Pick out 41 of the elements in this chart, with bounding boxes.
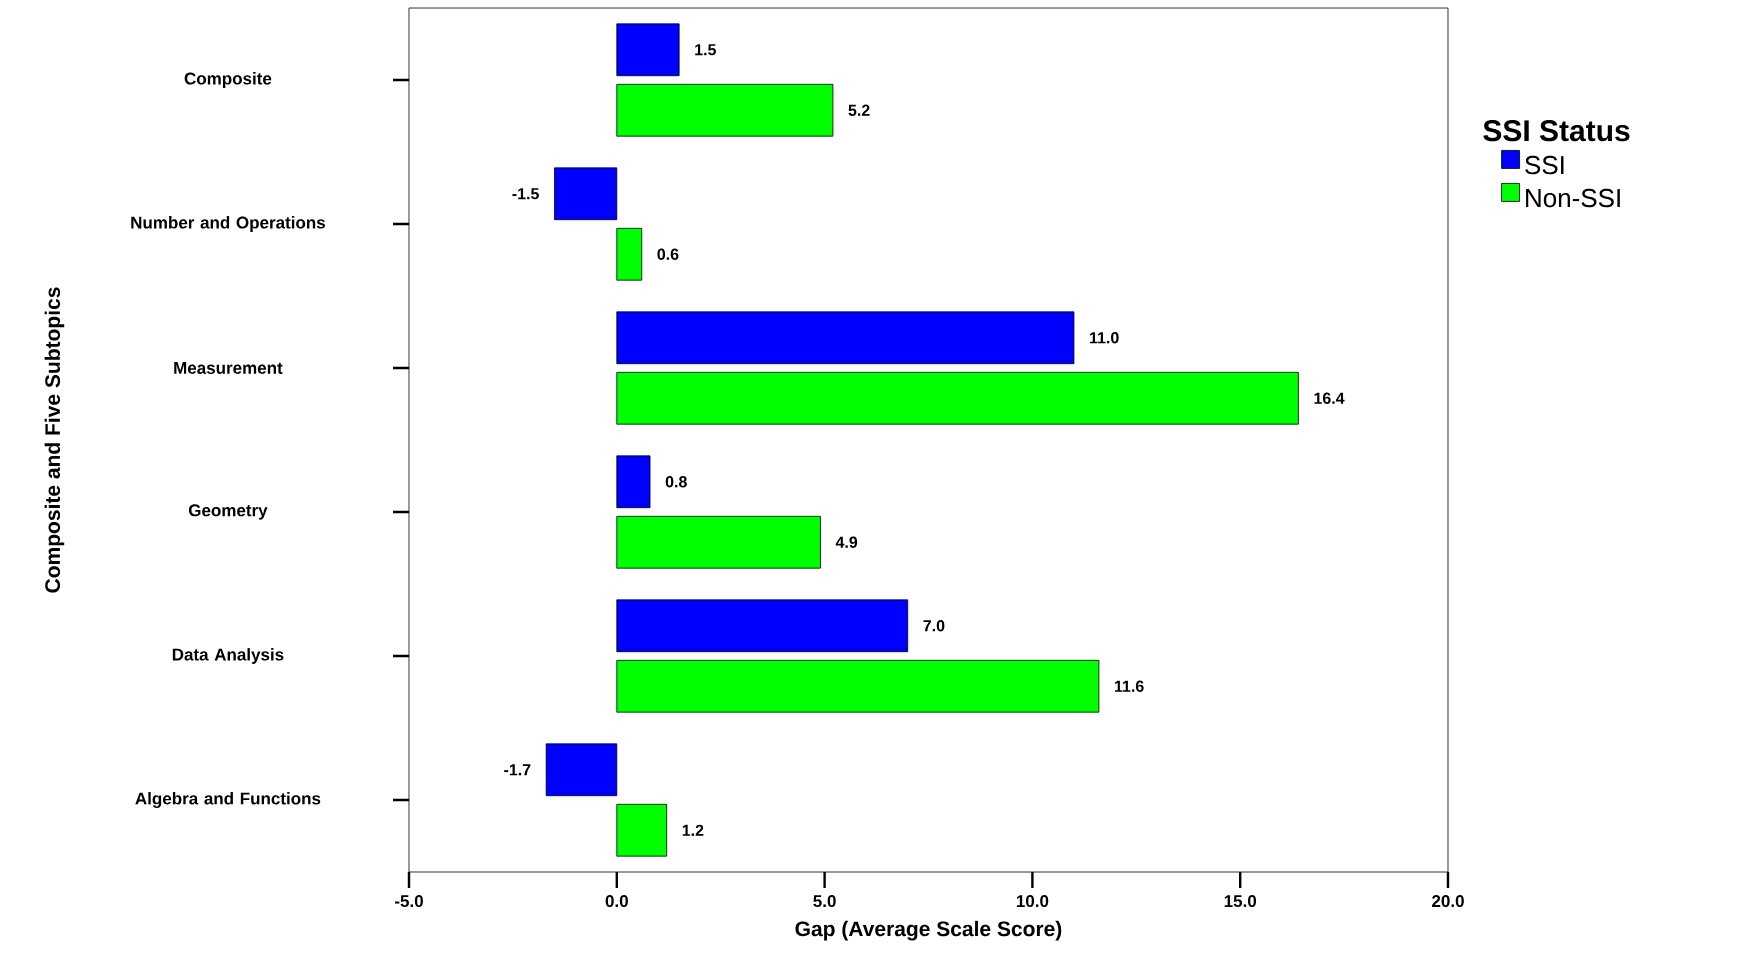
data-label: 11.6 bbox=[1114, 680, 1144, 692]
x-tick-label: 20.0 bbox=[1432, 895, 1464, 908]
data-label: 0.8 bbox=[665, 476, 687, 488]
data-label: 16.4 bbox=[1314, 392, 1345, 404]
bar bbox=[616, 311, 1075, 365]
bar bbox=[616, 659, 1100, 713]
legend-title: SSI Status bbox=[1483, 120, 1630, 142]
bar bbox=[616, 515, 821, 569]
bar bbox=[616, 23, 680, 77]
legend-label: Non-SSI bbox=[1526, 188, 1620, 208]
y-tick-label: Measurement bbox=[174, 362, 283, 374]
x-tick-label: 15.0 bbox=[1224, 895, 1257, 908]
legend-label: SSI bbox=[1525, 155, 1564, 175]
y-axis-title: Composite and Five Subtopics bbox=[44, 287, 65, 593]
bar bbox=[616, 227, 643, 281]
x-axis-title: Gap (Average Scale Score) bbox=[795, 920, 1062, 941]
data-label: 1.2 bbox=[682, 824, 704, 836]
x-tick-label: -5.0 bbox=[395, 895, 423, 908]
x-tick-label: 0.0 bbox=[605, 895, 628, 908]
bar bbox=[545, 743, 618, 797]
bar bbox=[616, 803, 668, 857]
data-label: 1.5 bbox=[695, 44, 716, 56]
bar bbox=[616, 371, 1299, 425]
data-label: 4.9 bbox=[835, 536, 858, 548]
data-label: 7.0 bbox=[923, 620, 945, 632]
y-tick-label: Data Analysis bbox=[172, 648, 284, 664]
bar bbox=[616, 599, 909, 653]
y-tick-label: Geometry bbox=[188, 504, 268, 520]
bar bbox=[616, 83, 834, 137]
y-tick-label: Algebra and Functions bbox=[135, 792, 321, 808]
data-label: 0.6 bbox=[657, 248, 679, 260]
data-label: -1.7 bbox=[504, 764, 531, 776]
data-label: 5.2 bbox=[848, 104, 870, 116]
x-tick-label: 10.0 bbox=[1016, 895, 1049, 908]
data-label: 11.0 bbox=[1090, 332, 1119, 344]
bar bbox=[616, 455, 651, 509]
y-tick-label: Number and Operations bbox=[131, 216, 325, 232]
bar bbox=[554, 167, 618, 221]
data-label: -1.5 bbox=[512, 188, 539, 200]
y-tick-label: Composite bbox=[184, 72, 272, 88]
x-tick-label: 5.0 bbox=[813, 895, 836, 908]
